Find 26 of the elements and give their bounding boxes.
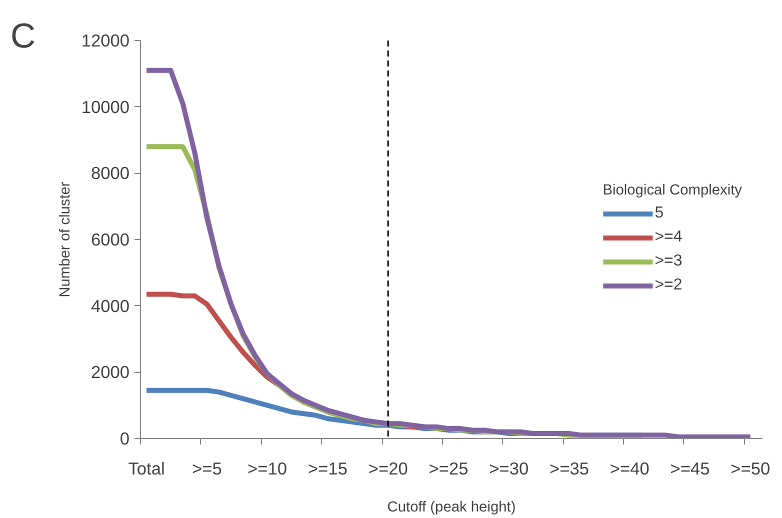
y-tick-label: 2000 (90, 362, 130, 382)
x-tick-label: >=50 (730, 458, 770, 478)
x-axis-title: Cutoff (peak height) (387, 500, 516, 516)
x-tick-label: >=15 (308, 458, 348, 478)
legend-label: >=3 (654, 252, 682, 270)
x-tick-label: >=20 (368, 458, 408, 478)
y-axis-title: Number of cluster (57, 182, 74, 298)
y-tick-label: 0 (120, 428, 130, 448)
x-tick-label: >=10 (248, 458, 288, 478)
x-tick-label: Total (128, 458, 165, 478)
legend-title: Biological Complexity (602, 182, 742, 198)
x-tick-label: >=30 (489, 458, 529, 478)
x-tick-label: >=40 (610, 458, 650, 478)
x-tick-label: >=45 (670, 458, 710, 478)
legend-label: >=4 (654, 228, 682, 246)
text: C (10, 18, 36, 56)
x-tick-label: >=35 (550, 458, 590, 478)
y-tick-label: 12000 (81, 30, 130, 50)
x-tick-label: >=25 (428, 458, 468, 478)
y-tick-label: 8000 (90, 163, 130, 184)
y-tick-label: 6000 (90, 230, 130, 250)
y-tick-label: 4000 (90, 296, 130, 316)
legend-label: 5 (654, 204, 665, 222)
x-tick-label: >=5 (192, 458, 222, 478)
legend-label: >=2 (654, 276, 682, 294)
y-tick-label: 10000 (81, 96, 130, 117)
